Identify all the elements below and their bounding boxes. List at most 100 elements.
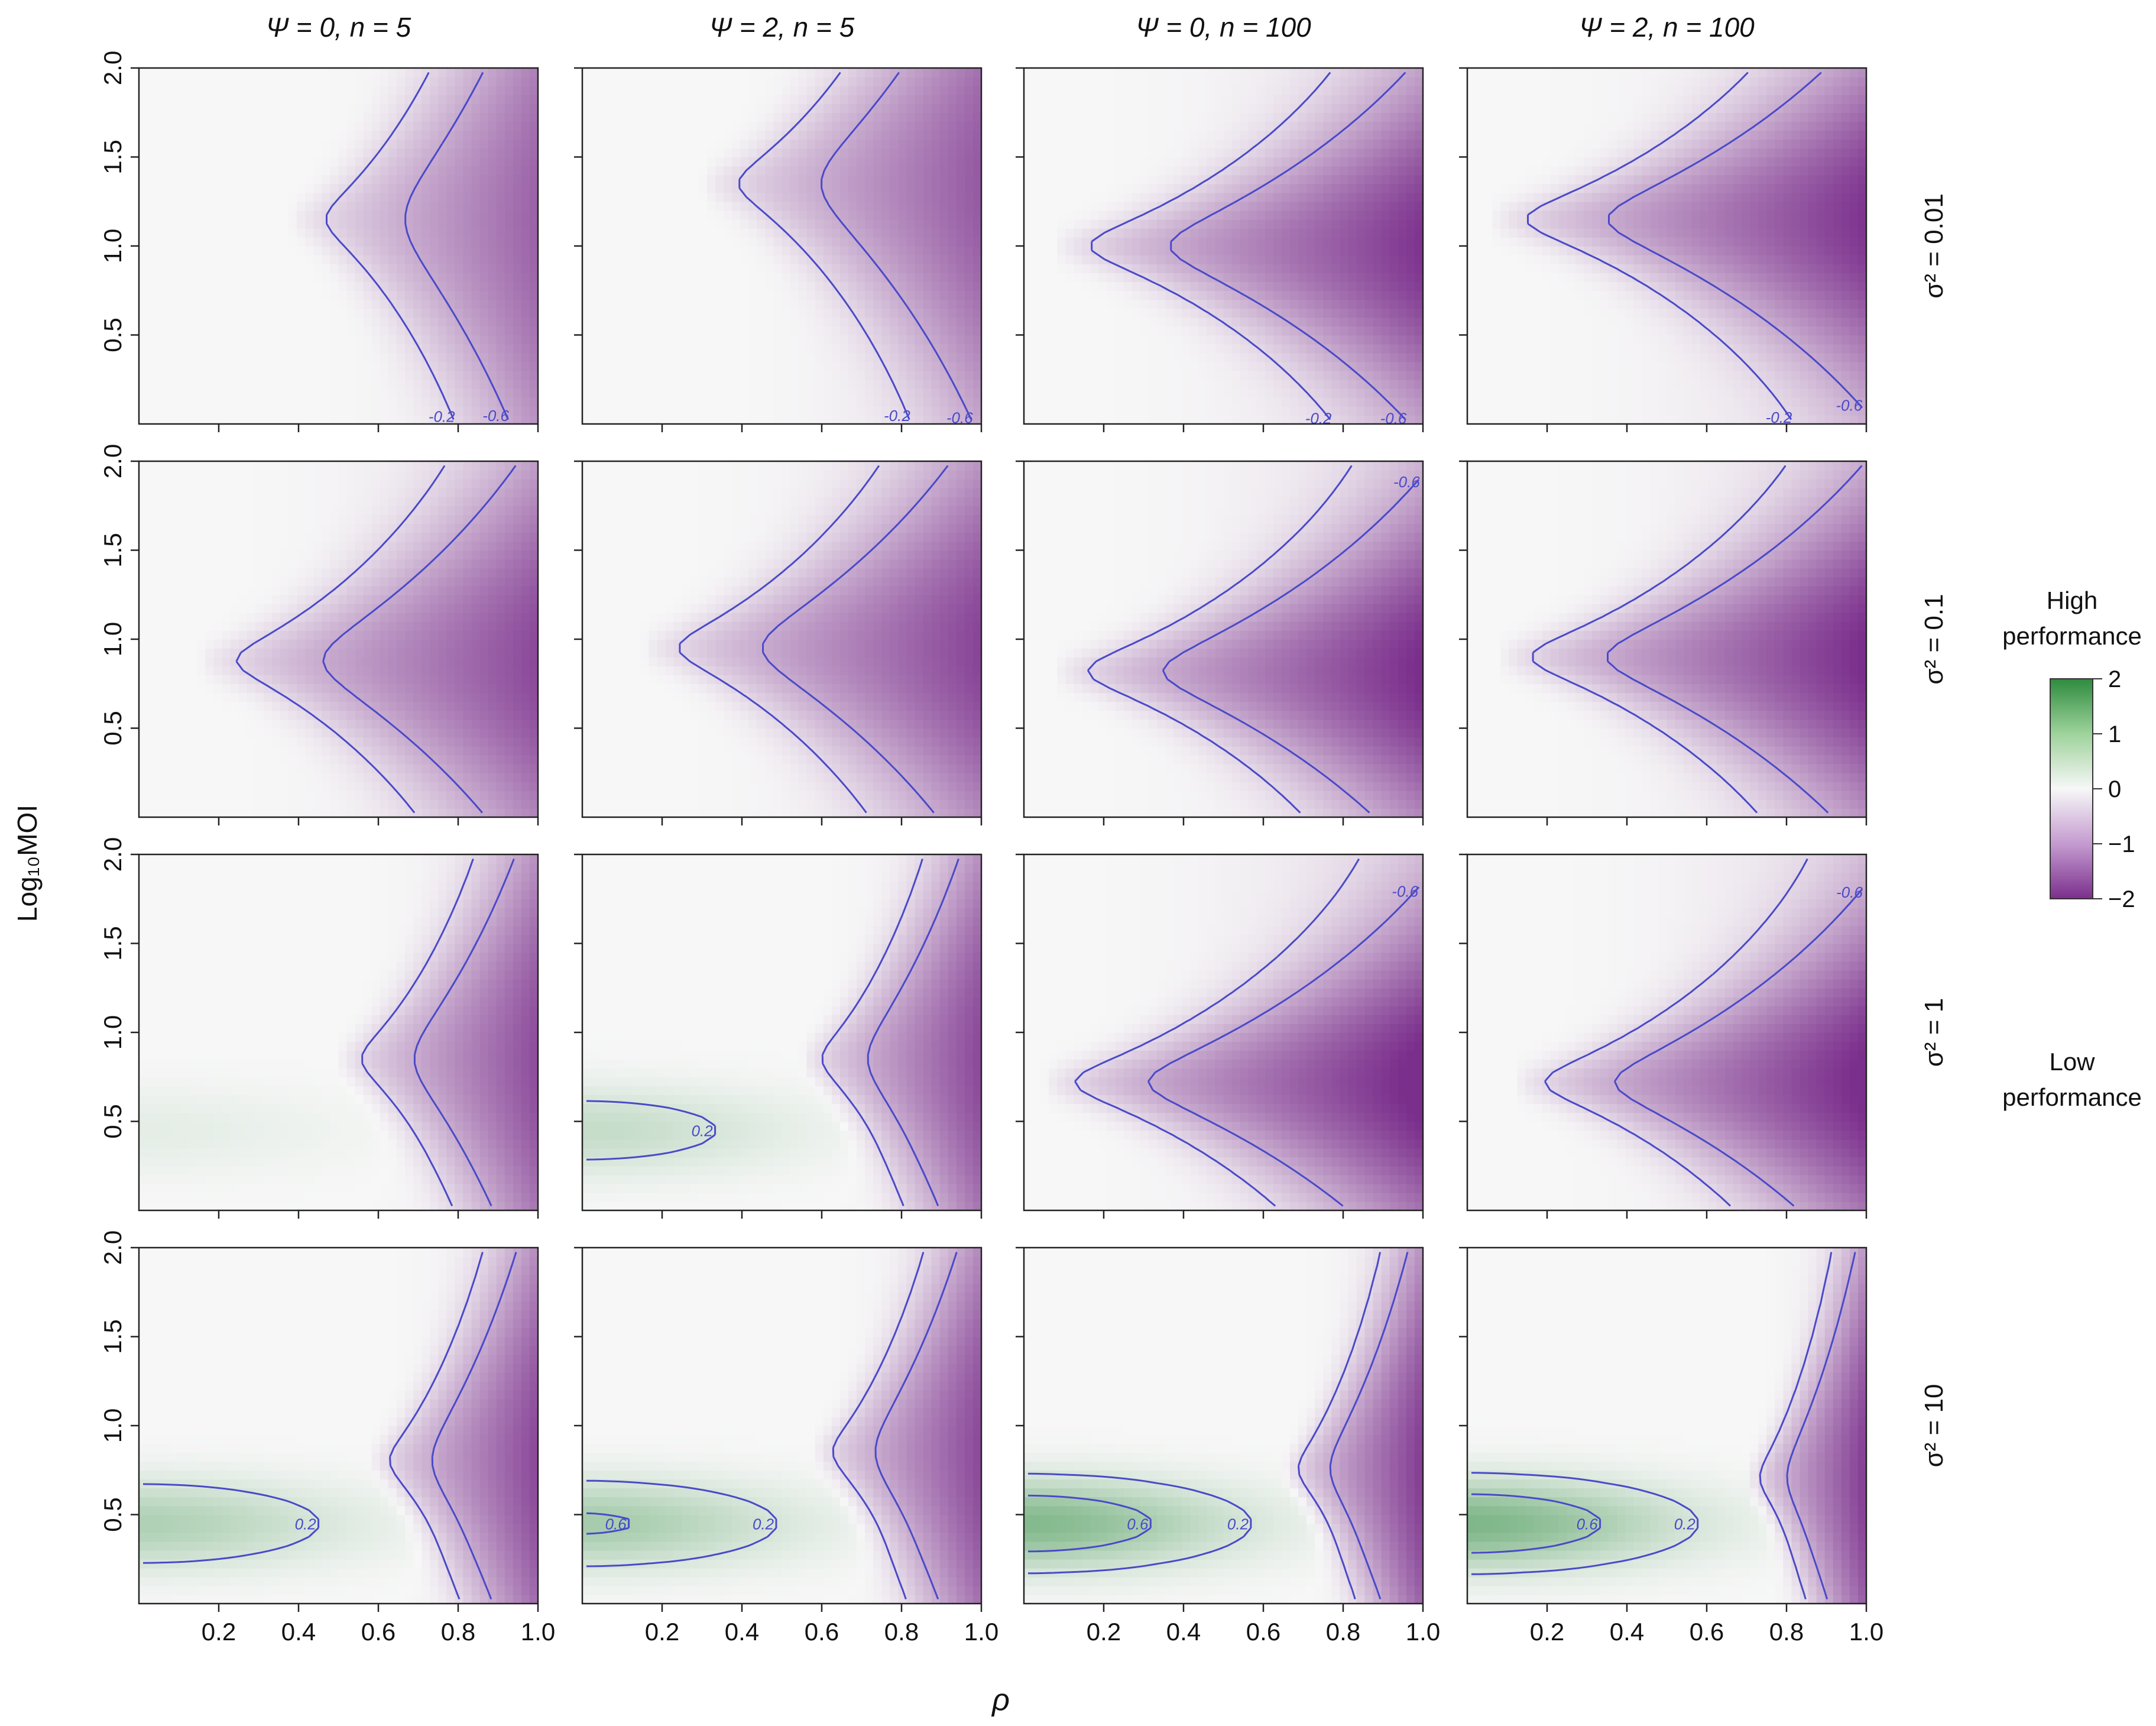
heatmap-cell xyxy=(505,371,514,380)
heatmap-cell xyxy=(699,157,708,167)
heatmap-cell xyxy=(790,290,799,300)
heatmap-cell xyxy=(873,211,882,220)
heatmap-cell xyxy=(890,103,899,113)
heatmap-cell xyxy=(923,317,932,326)
heatmap-cell xyxy=(666,415,675,425)
heatmap-cell xyxy=(438,103,447,113)
heatmap-cell xyxy=(231,86,239,95)
heatmap-cell xyxy=(305,362,314,371)
heatmap-cell xyxy=(632,388,641,398)
heatmap-cell xyxy=(446,86,455,95)
heatmap-cell xyxy=(1132,344,1141,354)
heatmap-cell xyxy=(455,290,463,300)
heatmap-cell xyxy=(288,193,297,202)
heatmap-cell xyxy=(666,86,675,95)
heatmap-cell xyxy=(707,335,716,345)
heatmap-cell xyxy=(1099,344,1108,354)
heatmap-cell xyxy=(799,397,808,407)
heatmap-cell xyxy=(222,130,231,140)
heatmap-cell xyxy=(690,130,699,140)
heatmap-cell xyxy=(615,184,624,193)
heatmap-cell xyxy=(305,299,314,309)
heatmap-cell xyxy=(347,202,356,211)
heatmap-cell xyxy=(380,211,389,220)
heatmap-cell xyxy=(239,86,248,95)
heatmap-cell xyxy=(807,219,816,229)
heatmap-cell xyxy=(264,228,273,238)
heatmap-cell xyxy=(649,68,658,77)
heatmap-cell xyxy=(948,103,957,113)
heatmap-cell xyxy=(591,344,599,354)
heatmap-cell xyxy=(732,157,741,167)
heatmap-cell xyxy=(139,121,148,131)
heatmap-cell xyxy=(865,362,874,371)
heatmap-cell xyxy=(305,326,314,335)
heatmap-cell xyxy=(413,380,422,389)
heatmap-cell xyxy=(591,148,599,157)
heatmap-cell xyxy=(1198,380,1207,389)
heatmap-cell xyxy=(330,415,339,425)
heatmap-cell xyxy=(380,246,389,255)
heatmap-cell xyxy=(632,95,641,104)
heatmap-cell xyxy=(732,388,741,398)
heatmap-cell xyxy=(807,344,816,354)
heatmap-cell xyxy=(214,68,223,77)
heatmap-cell xyxy=(206,211,215,220)
panel-r1-c2: -0.6-0.2 xyxy=(574,68,982,432)
heatmap-cell xyxy=(765,326,774,335)
heatmap-cell xyxy=(674,139,683,148)
heatmap-cell xyxy=(790,308,799,318)
heatmap-cell xyxy=(206,290,215,300)
heatmap-cell xyxy=(881,193,890,202)
heatmap-cell xyxy=(313,255,322,264)
heatmap-cell xyxy=(632,246,641,255)
heatmap-cell xyxy=(272,202,281,211)
heatmap-cell xyxy=(599,335,608,345)
heatmap-cell xyxy=(164,219,173,229)
heatmap-cell xyxy=(1132,406,1141,416)
heatmap-cell xyxy=(339,281,348,291)
heatmap-cell xyxy=(674,148,683,157)
heatmap-cell xyxy=(690,299,699,309)
heatmap-cell xyxy=(632,166,641,176)
heatmap-cell xyxy=(915,175,924,184)
heatmap-cell xyxy=(690,139,699,148)
heatmap-cell xyxy=(732,246,741,255)
heatmap-cell xyxy=(313,211,322,220)
heatmap-cell xyxy=(322,380,330,389)
heatmap-cell xyxy=(640,202,649,211)
heatmap-cell xyxy=(446,175,455,184)
heatmap-cell xyxy=(666,317,675,326)
heatmap-cell xyxy=(724,86,732,95)
heatmap-cell xyxy=(1173,371,1182,380)
heatmap-cell xyxy=(472,211,481,220)
heatmap-cell xyxy=(890,157,899,167)
heatmap-cell xyxy=(890,112,899,122)
heatmap-cell xyxy=(906,264,915,273)
heatmap-cell xyxy=(1065,371,1074,380)
heatmap-cell xyxy=(488,211,497,220)
heatmap-cell xyxy=(724,344,732,354)
heatmap-cell xyxy=(264,157,273,167)
heatmap-cell xyxy=(591,308,599,318)
heatmap-cell xyxy=(881,211,890,220)
heatmap-cell xyxy=(530,353,539,362)
heatmap-cell xyxy=(1182,415,1191,425)
heatmap-cell xyxy=(973,335,982,345)
heatmap-cell xyxy=(438,371,447,380)
heatmap-cell xyxy=(172,139,181,148)
heatmap-cell xyxy=(765,86,774,95)
heatmap-cell xyxy=(865,353,874,362)
heatmap-cell xyxy=(497,202,505,211)
heatmap-cell xyxy=(197,290,206,300)
heatmap-cell xyxy=(364,130,372,140)
heatmap-cell xyxy=(765,362,774,371)
heatmap-cell xyxy=(807,166,816,176)
heatmap-cell xyxy=(405,344,414,354)
heatmap-cell xyxy=(857,397,865,407)
heatmap-cell xyxy=(297,202,306,211)
heatmap-cell xyxy=(1149,415,1158,425)
heatmap-cell xyxy=(632,290,641,300)
heatmap-cell xyxy=(1298,344,1307,354)
heatmap-cell xyxy=(364,86,372,95)
